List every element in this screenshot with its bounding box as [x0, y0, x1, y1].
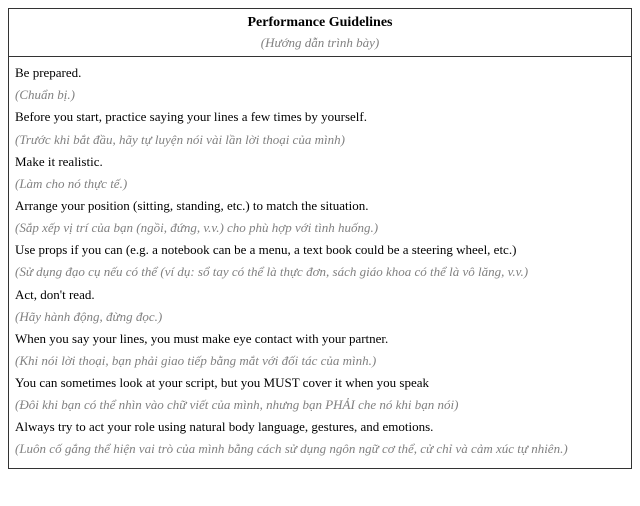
- line-vi: (Làm cho nó thực tế.): [15, 174, 625, 194]
- line-en: Arrange your position (sitting, standing…: [15, 196, 625, 216]
- line-vi: (Trước khi bắt đầu, hãy tự luyện nói vài…: [15, 130, 625, 150]
- guidelines-box: Performance Guidelines (Hướng dẫn trình …: [8, 8, 632, 469]
- line-en: Always try to act your role using natura…: [15, 417, 625, 437]
- line-vi: (Đôi khi bạn có thể nhìn vào chữ viết củ…: [15, 395, 625, 415]
- header-subtitle: (Hướng dẫn trình bày): [15, 33, 625, 53]
- line-en: When you say your lines, you must make e…: [15, 329, 625, 349]
- line-en: You can sometimes look at your script, b…: [15, 373, 625, 393]
- line-en: Make it realistic.: [15, 152, 625, 172]
- header: Performance Guidelines (Hướng dẫn trình …: [9, 9, 631, 57]
- line-en: Act, don't read.: [15, 285, 625, 305]
- line-vi: (Sắp xếp vị trí của bạn (ngồi, đứng, v.v…: [15, 218, 625, 238]
- line-en: Before you start, practice saying your l…: [15, 107, 625, 127]
- line-vi: (Hãy hành động, đừng đọc.): [15, 307, 625, 327]
- line-vi: (Sử dụng đạo cụ nếu có thể (ví dụ: sổ ta…: [15, 262, 625, 282]
- line-en: Use props if you can (e.g. a notebook ca…: [15, 240, 625, 260]
- header-title: Performance Guidelines: [15, 13, 625, 33]
- body: Be prepared. (Chuẩn bị.) Before you star…: [9, 57, 631, 468]
- line-en: Be prepared.: [15, 63, 625, 83]
- line-vi: (Luôn cố gắng thể hiện vai trò của mình …: [15, 439, 625, 459]
- line-vi: (Chuẩn bị.): [15, 85, 625, 105]
- line-vi: (Khi nói lời thoại, bạn phải giao tiếp b…: [15, 351, 625, 371]
